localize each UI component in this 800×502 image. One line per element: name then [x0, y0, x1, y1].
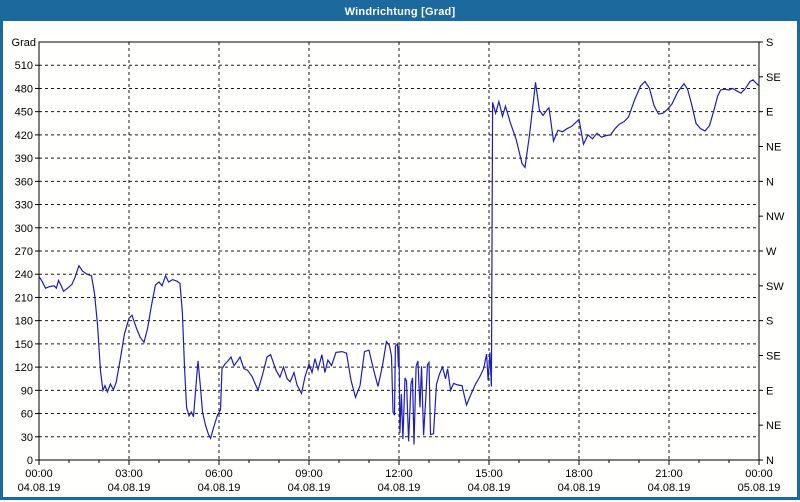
wind-direction-line: [38, 79, 760, 445]
compass-label: SE: [766, 72, 781, 84]
y-left-label: 420: [15, 130, 33, 142]
time-label: 00:00: [745, 468, 773, 480]
y-left-label: 300: [15, 223, 33, 235]
y-left-label: 240: [15, 269, 33, 281]
window-title: Windrichtung [Grad]: [344, 6, 456, 18]
date-label: 04.08.19: [648, 482, 691, 494]
y-left-label: 30: [21, 432, 33, 444]
y-left-label: 330: [15, 200, 33, 212]
compass-label: N: [766, 176, 774, 188]
wind-direction-chart: 5104804504203903603303002702402101801501…: [12, 37, 785, 494]
date-label: 04.08.19: [558, 482, 601, 494]
compass-label: NE: [766, 420, 781, 432]
time-label: 06:00: [205, 468, 233, 480]
date-label: 04.08.19: [198, 482, 241, 494]
date-label: 04.08.19: [108, 482, 151, 494]
compass-label: E: [766, 385, 773, 397]
compass-label: E: [766, 107, 773, 119]
y-left-label: 450: [15, 107, 33, 119]
y-left-label: 360: [15, 176, 33, 188]
time-label: 12:00: [385, 468, 413, 480]
date-label: 05.08.19: [738, 482, 781, 494]
compass-label: S: [766, 37, 773, 49]
y-left-label: 390: [15, 153, 33, 165]
compass-label: N: [766, 455, 774, 467]
time-label: 09:00: [295, 468, 323, 480]
compass-label: SW: [766, 281, 784, 293]
compass-label: S: [766, 316, 773, 328]
date-label: 04.08.19: [378, 482, 421, 494]
y-axis-title: Grad: [12, 37, 36, 49]
time-label: 21:00: [655, 468, 683, 480]
compass-label: SE: [766, 351, 781, 363]
compass-label: NW: [766, 211, 785, 223]
time-label: 15:00: [475, 468, 503, 480]
y-left-label: 60: [21, 409, 33, 421]
y-left-label: 510: [15, 60, 33, 72]
window-titlebar[interactable]: Windrichtung [Grad]: [3, 3, 797, 21]
date-label: 04.08.19: [288, 482, 331, 494]
y-left-label: 180: [15, 316, 33, 328]
date-label: 04.08.19: [18, 482, 61, 494]
y-left-label: 120: [15, 362, 33, 374]
compass-label: NE: [766, 142, 781, 154]
date-label: 04.08.19: [468, 482, 511, 494]
time-label: 03:00: [115, 468, 143, 480]
y-left-label: 0: [27, 455, 33, 467]
compass-label: W: [766, 246, 777, 258]
y-left-label: 480: [15, 83, 33, 95]
chart-container: 510 480 450 420 390 360 330 300 270 240 210 180 150 1…: [3, 21, 797, 497]
y-left-label: 270: [15, 246, 33, 258]
time-label: 00:00: [25, 468, 53, 480]
time-label: 18:00: [565, 468, 593, 480]
y-left-label: 90: [21, 385, 33, 397]
y-left-label: 150: [15, 339, 33, 351]
y-left-label: 210: [15, 292, 33, 304]
